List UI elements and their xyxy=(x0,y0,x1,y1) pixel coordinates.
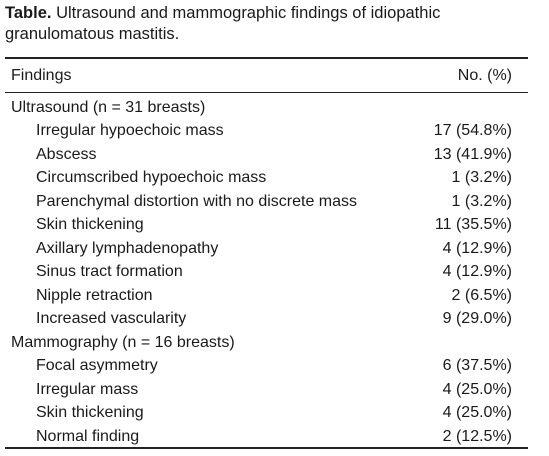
count: 1 (3.2%) xyxy=(451,169,512,186)
section-title: Ultrasound (n = 31 breasts) xyxy=(11,98,206,116)
finding: Increased vascularity xyxy=(36,310,187,327)
count: 13 (41.9%) xyxy=(433,145,512,163)
finding: Irregular hypoechoic mass xyxy=(36,122,224,139)
finding: Sinus tract formation xyxy=(36,263,183,280)
finding: Irregular mass xyxy=(36,380,139,398)
data-row: Skin thickening 11 (35.5%) xyxy=(5,213,528,237)
section-row: Ultrasound (n = 31 breasts) xyxy=(5,96,528,120)
data-row: Nipple retraction 2 (6.5%) xyxy=(5,284,528,308)
count: 9 (29.0%) xyxy=(442,310,512,327)
count: 17 (54.8%) xyxy=(433,122,512,139)
count: 11 (35.5%) xyxy=(434,216,512,233)
data-row: Irregular mass 4 (25.0%) xyxy=(5,378,528,402)
data-row: Normal finding 2 (12.5%) xyxy=(5,425,528,449)
count: 2 (12.5%) xyxy=(442,427,512,445)
count: 4 (12.9%) xyxy=(442,239,512,257)
finding: Circumscribed hypoechoic mass xyxy=(36,169,267,186)
count: 4 (25.0%) xyxy=(442,404,512,421)
data-row: Skin thickening 4 (25.0%) xyxy=(5,401,528,425)
data-row: Parenchymal distortion with no discrete … xyxy=(5,190,528,214)
finding: Parenchymal distortion with no discrete … xyxy=(36,192,358,210)
finding: Normal finding xyxy=(36,427,140,445)
caption-text: Ultrasound and mammographic findings of … xyxy=(5,4,441,43)
finding: Abscess xyxy=(36,145,97,163)
count: 6 (37.5%) xyxy=(442,357,512,374)
data-row: Focal asymmetry 6 (37.5%) xyxy=(5,354,528,378)
finding: Focal asymmetry xyxy=(36,357,158,374)
data-row: Irregular hypoechoic mass 17 (54.8%) xyxy=(5,119,528,143)
data-row: Axillary lymphadenopathy 4 (12.9%) xyxy=(5,237,528,261)
finding: Nipple retraction xyxy=(36,286,153,304)
data-row: Increased vascularity 9 (29.0%) xyxy=(5,307,528,331)
header-cell: Findings xyxy=(11,67,72,84)
header-rule xyxy=(5,91,528,93)
finding: Skin thickening xyxy=(36,404,144,421)
finding: Skin thickening xyxy=(36,216,144,233)
caption-label: Table. xyxy=(5,4,52,22)
data-row: Circumscribed hypoechoic mass 1 (3.2%) xyxy=(5,166,528,190)
finding: Axillary lymphadenopathy xyxy=(36,239,219,257)
bottom-rule xyxy=(5,447,528,449)
section-row: Mammography (n = 16 breasts) xyxy=(5,331,528,355)
count: 2 (6.5%) xyxy=(451,286,512,304)
section-title: Mammography (n = 16 breasts) xyxy=(11,333,235,351)
count: 1 (3.2%) xyxy=(451,192,512,210)
top-rule xyxy=(5,57,528,59)
header-cell: No. (%) xyxy=(457,67,512,84)
count: 4 (25.0%) xyxy=(442,380,512,398)
data-row: Abscess 13 (41.9%) xyxy=(5,143,528,167)
header-row: Findings No. (%) xyxy=(5,64,528,88)
caption: Table. Ultrasound and mammographic findi… xyxy=(5,3,535,45)
count: 4 (12.9%) xyxy=(442,263,512,280)
data-row: Sinus tract formation 4 (12.9%) xyxy=(5,260,528,284)
